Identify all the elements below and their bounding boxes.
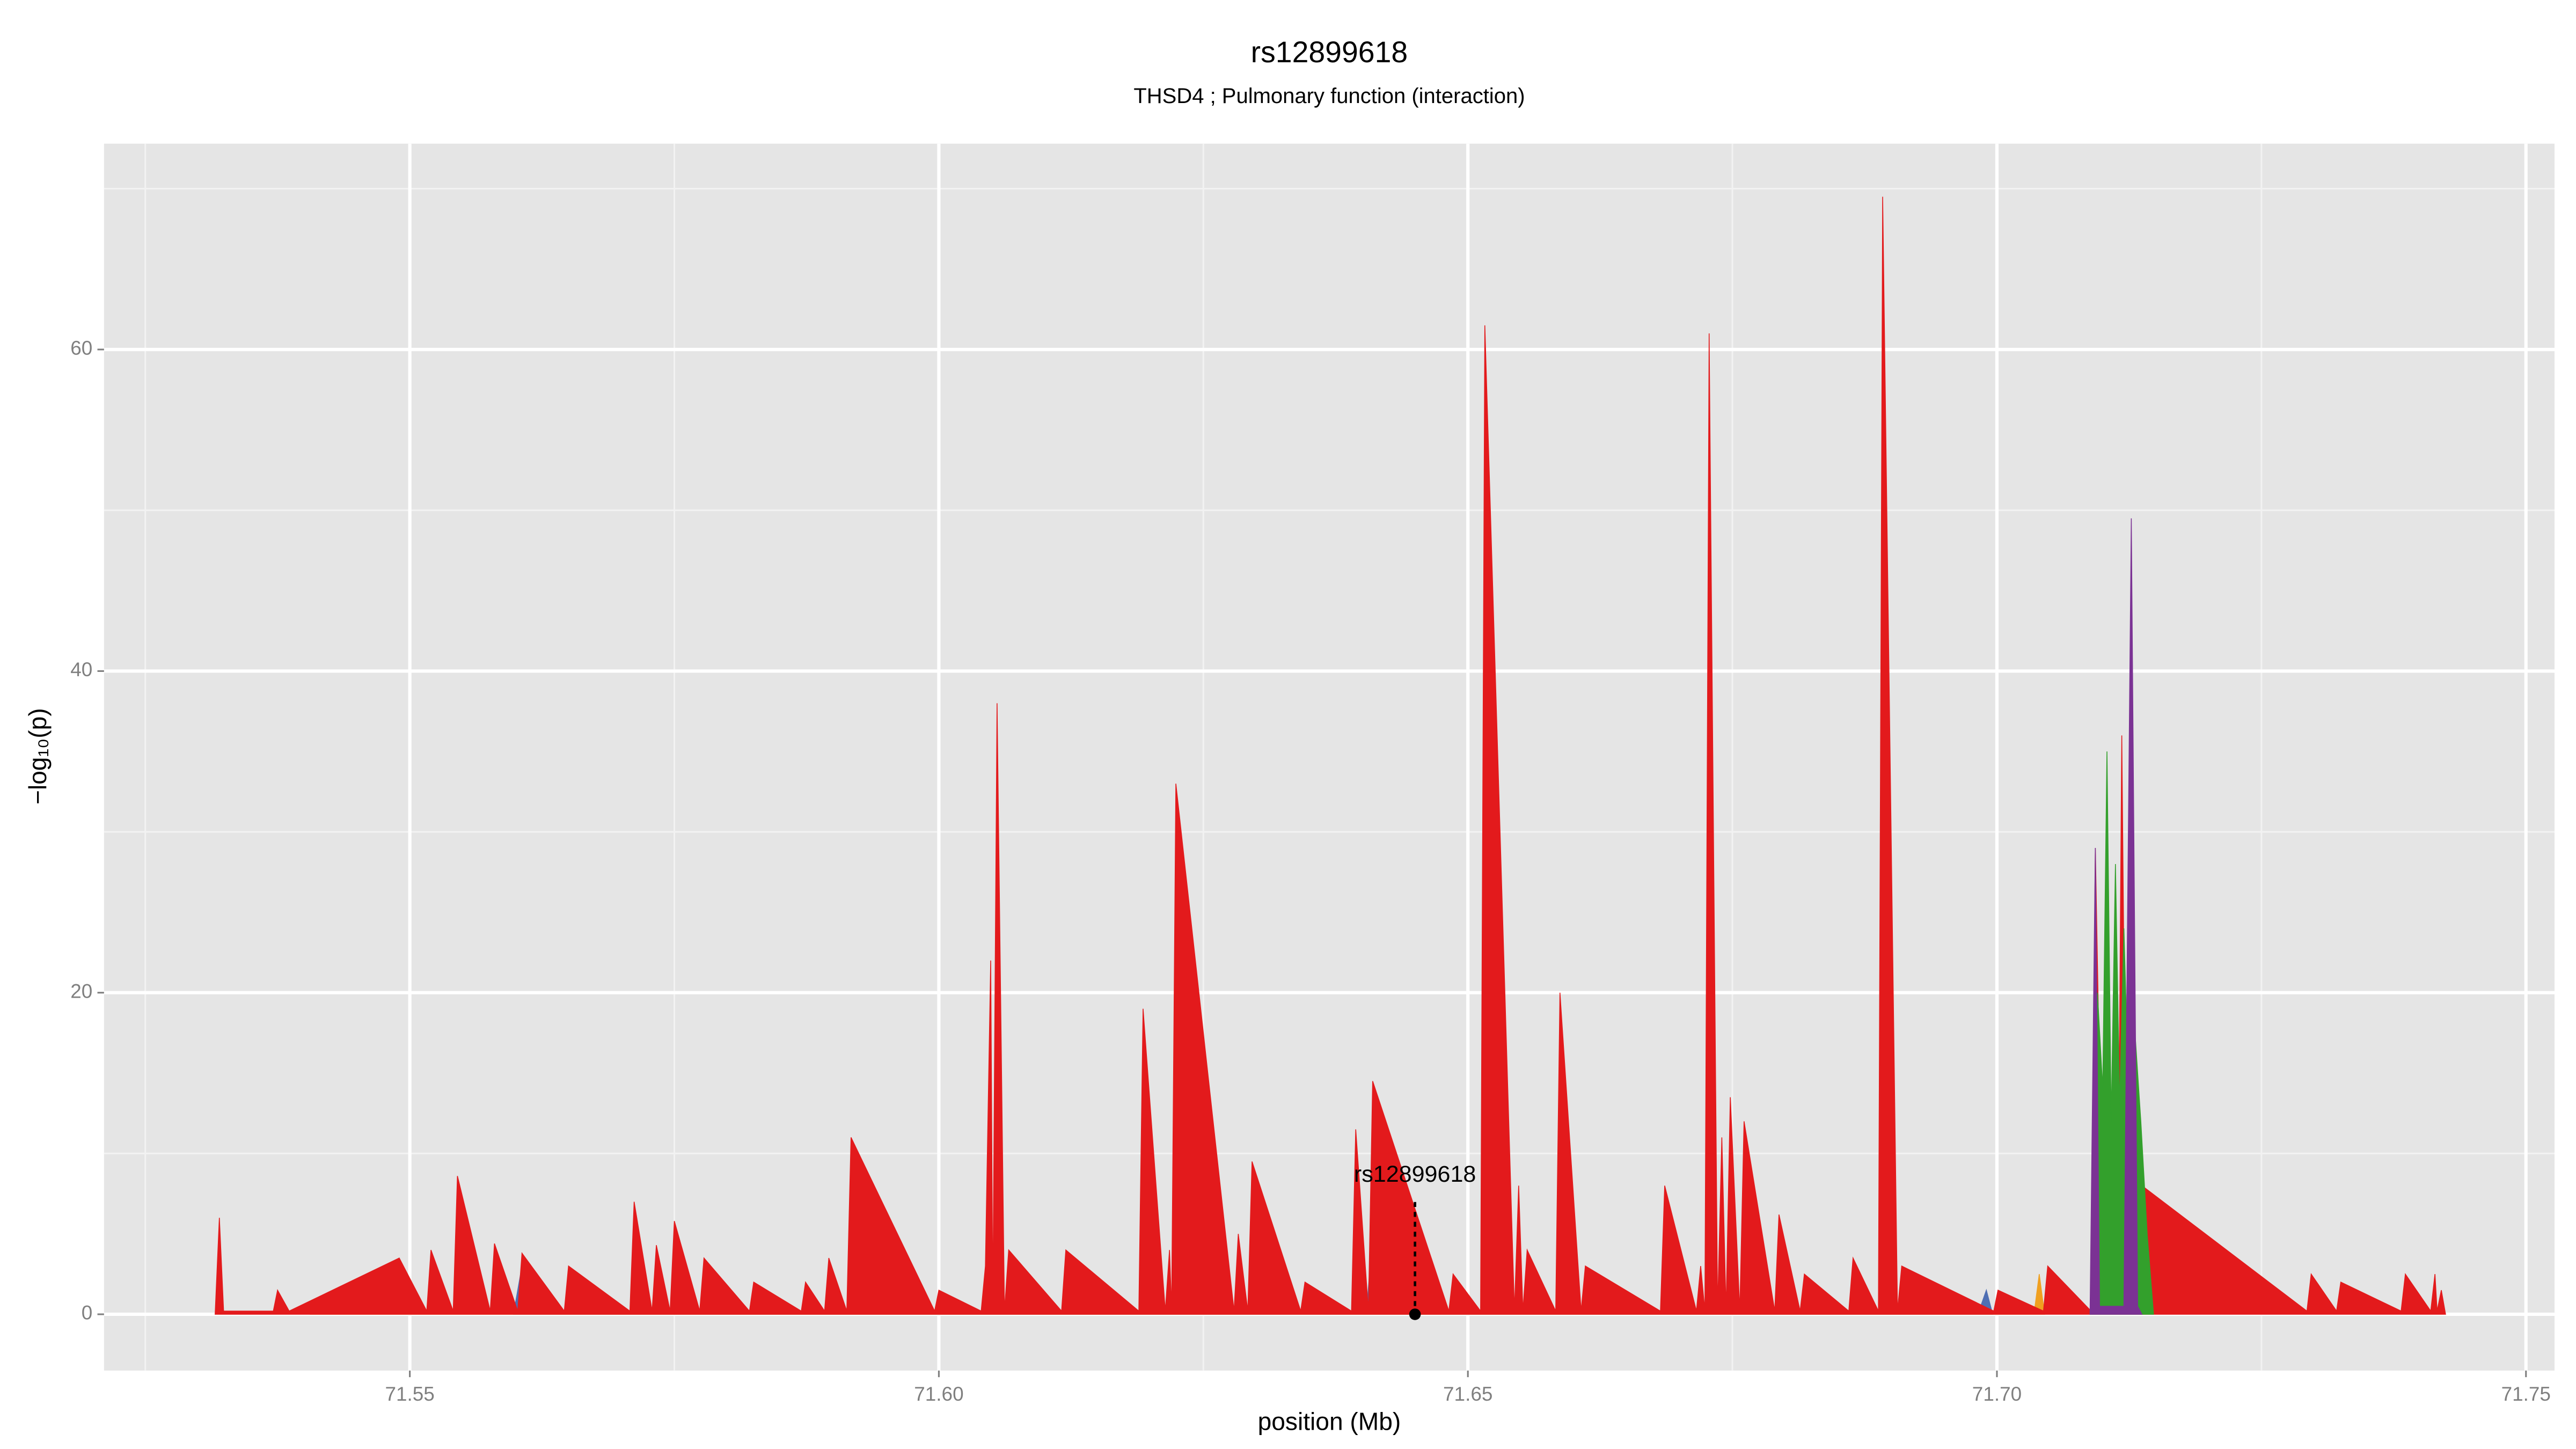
x-tick-label: 71.65 bbox=[1443, 1383, 1492, 1405]
annotation-label: rs12899618 bbox=[1354, 1161, 1476, 1187]
y-tick-label: 0 bbox=[82, 1302, 93, 1324]
area-series bbox=[2089, 751, 2154, 1315]
chart-subtitle: THSD4 ; Pulmonary function (interaction) bbox=[1133, 84, 1525, 108]
annotation-point bbox=[1409, 1308, 1421, 1320]
y-tick-label: 40 bbox=[70, 658, 92, 680]
x-tick-label: 71.70 bbox=[1972, 1383, 2022, 1405]
x-tick-label: 71.75 bbox=[2501, 1383, 2551, 1405]
x-axis-label: position (Mb) bbox=[1258, 1407, 1401, 1435]
area-series bbox=[2089, 518, 2143, 1315]
plot-panel bbox=[104, 143, 2555, 1371]
y-tick-label: 20 bbox=[70, 980, 92, 1002]
chart-title: rs12899618 bbox=[1251, 35, 1408, 69]
x-tick-label: 71.60 bbox=[914, 1383, 963, 1405]
y-tick-label: 60 bbox=[70, 337, 92, 359]
y-axis-label: −log₁₀(p) bbox=[24, 708, 52, 804]
area-series bbox=[215, 196, 2446, 1315]
x-tick-label: 71.55 bbox=[385, 1383, 434, 1405]
